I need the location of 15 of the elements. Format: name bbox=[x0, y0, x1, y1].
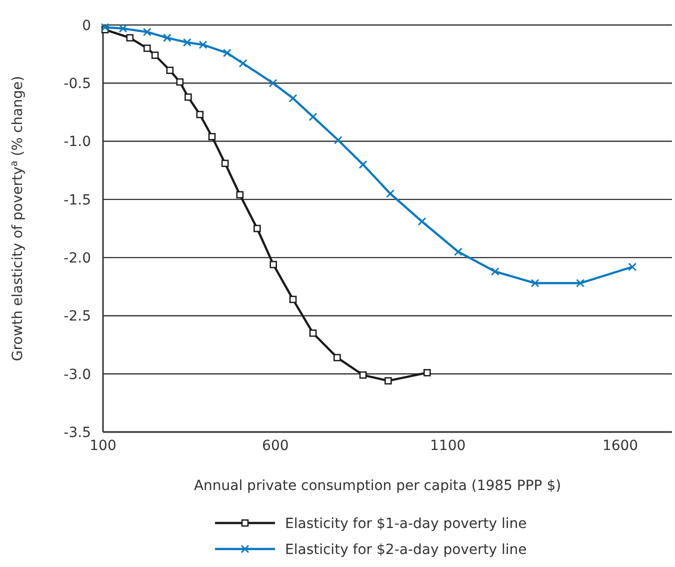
y-tick-label: -2.0 bbox=[64, 250, 91, 266]
legend-label: Elasticity for $2-a-day poverty line bbox=[285, 542, 527, 558]
x-axis-title: Annual private consumption per capita (1985 PPP $) bbox=[194, 478, 562, 494]
y-tick-label: -2.5 bbox=[64, 308, 91, 325]
y-tick-label: -3.5 bbox=[64, 424, 91, 441]
y-tick-label: -3.0 bbox=[64, 366, 91, 383]
x-tick-label: 100 bbox=[90, 438, 116, 454]
y-tick-label: -1.0 bbox=[64, 134, 91, 150]
y-tick-label: -1.5 bbox=[64, 192, 91, 208]
y-tick-label: 0 bbox=[82, 18, 91, 34]
y-tick-label: -0.5 bbox=[64, 76, 91, 92]
x-tick-label: 600 bbox=[262, 438, 289, 454]
x-tick-label: 1100 bbox=[430, 438, 466, 454]
legend-label: Elasticity for $1-a-day poverty line bbox=[285, 516, 527, 532]
x-tick-label: 1600 bbox=[602, 438, 638, 454]
